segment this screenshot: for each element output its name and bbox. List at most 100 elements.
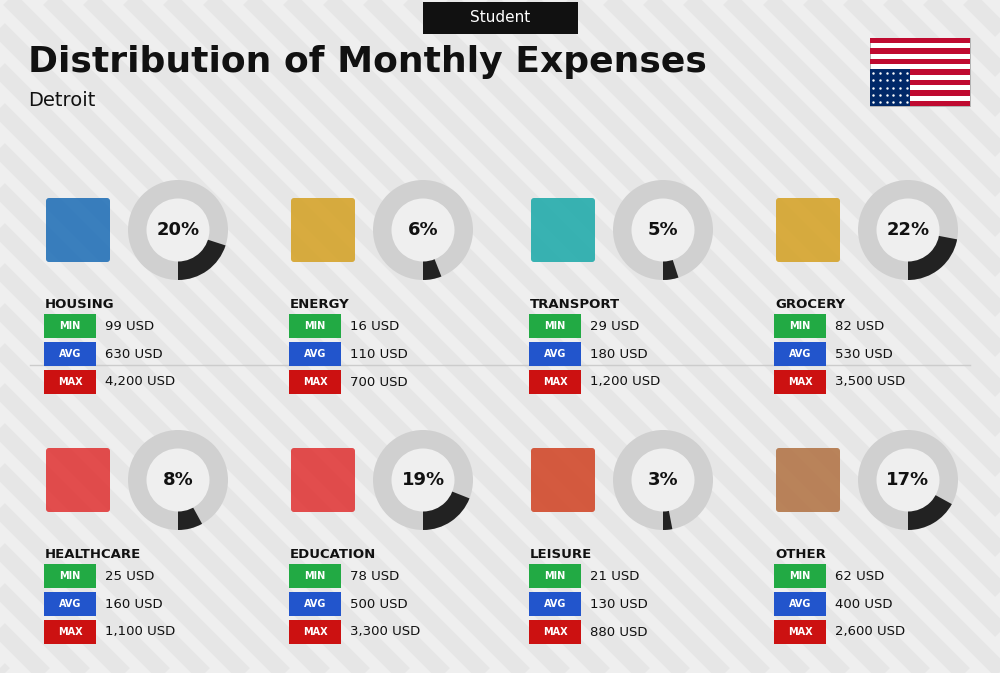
- FancyBboxPatch shape: [289, 620, 341, 644]
- Circle shape: [128, 180, 228, 280]
- FancyBboxPatch shape: [870, 38, 970, 43]
- Text: 880 USD: 880 USD: [590, 625, 648, 639]
- FancyBboxPatch shape: [870, 69, 910, 106]
- Text: LEISURE: LEISURE: [530, 548, 592, 561]
- Text: 700 USD: 700 USD: [350, 376, 408, 388]
- Text: GROCERY: GROCERY: [775, 298, 845, 311]
- Text: 20%: 20%: [156, 221, 200, 239]
- FancyBboxPatch shape: [291, 448, 355, 512]
- Text: 19%: 19%: [401, 471, 445, 489]
- FancyBboxPatch shape: [289, 370, 341, 394]
- FancyBboxPatch shape: [529, 620, 581, 644]
- Text: AVG: AVG: [544, 349, 566, 359]
- Wedge shape: [663, 230, 678, 280]
- Text: 8%: 8%: [163, 471, 193, 489]
- Text: 130 USD: 130 USD: [590, 598, 648, 610]
- Text: MIN: MIN: [789, 321, 811, 331]
- FancyBboxPatch shape: [774, 314, 826, 338]
- Text: HOUSING: HOUSING: [45, 298, 115, 311]
- Wedge shape: [178, 480, 202, 530]
- Wedge shape: [423, 480, 469, 530]
- FancyBboxPatch shape: [289, 564, 341, 588]
- Text: TRANSPORT: TRANSPORT: [530, 298, 620, 311]
- Text: 160 USD: 160 USD: [105, 598, 163, 610]
- Text: 2,600 USD: 2,600 USD: [835, 625, 905, 639]
- Text: 500 USD: 500 USD: [350, 598, 408, 610]
- FancyBboxPatch shape: [44, 620, 96, 644]
- FancyBboxPatch shape: [531, 448, 595, 512]
- Circle shape: [858, 180, 958, 280]
- Text: AVG: AVG: [59, 349, 81, 359]
- FancyBboxPatch shape: [289, 592, 341, 616]
- Wedge shape: [178, 230, 226, 280]
- Circle shape: [613, 180, 713, 280]
- Text: MAX: MAX: [788, 627, 812, 637]
- Text: MIN: MIN: [544, 321, 566, 331]
- Wedge shape: [663, 480, 672, 530]
- Text: MIN: MIN: [304, 321, 326, 331]
- FancyBboxPatch shape: [46, 448, 110, 512]
- FancyBboxPatch shape: [870, 101, 970, 106]
- Text: MAX: MAX: [543, 377, 567, 387]
- Text: Student: Student: [470, 11, 530, 26]
- FancyBboxPatch shape: [776, 448, 840, 512]
- Circle shape: [632, 199, 694, 262]
- Text: 6%: 6%: [408, 221, 438, 239]
- Text: Distribution of Monthly Expenses: Distribution of Monthly Expenses: [28, 45, 707, 79]
- FancyBboxPatch shape: [291, 198, 355, 262]
- Circle shape: [876, 199, 940, 262]
- FancyBboxPatch shape: [776, 198, 840, 262]
- Circle shape: [392, 199, 454, 262]
- Text: ENERGY: ENERGY: [290, 298, 350, 311]
- Text: MAX: MAX: [58, 627, 82, 637]
- FancyBboxPatch shape: [44, 564, 96, 588]
- FancyBboxPatch shape: [44, 342, 96, 366]
- Circle shape: [146, 448, 210, 511]
- Text: 78 USD: 78 USD: [350, 569, 399, 583]
- FancyBboxPatch shape: [774, 342, 826, 366]
- Text: MAX: MAX: [788, 377, 812, 387]
- Text: AVG: AVG: [544, 599, 566, 609]
- FancyBboxPatch shape: [774, 564, 826, 588]
- Text: 180 USD: 180 USD: [590, 347, 648, 361]
- Text: 21 USD: 21 USD: [590, 569, 639, 583]
- Text: MIN: MIN: [544, 571, 566, 581]
- Text: 400 USD: 400 USD: [835, 598, 893, 610]
- Text: MIN: MIN: [304, 571, 326, 581]
- Text: 1,100 USD: 1,100 USD: [105, 625, 175, 639]
- FancyBboxPatch shape: [44, 314, 96, 338]
- Text: 110 USD: 110 USD: [350, 347, 408, 361]
- Text: MIN: MIN: [59, 571, 81, 581]
- FancyBboxPatch shape: [44, 370, 96, 394]
- FancyBboxPatch shape: [870, 80, 970, 85]
- FancyBboxPatch shape: [870, 69, 970, 75]
- FancyBboxPatch shape: [44, 592, 96, 616]
- FancyBboxPatch shape: [870, 48, 970, 54]
- Text: AVG: AVG: [789, 599, 811, 609]
- Text: 17%: 17%: [886, 471, 930, 489]
- Text: 22%: 22%: [886, 221, 930, 239]
- Text: 3%: 3%: [648, 471, 678, 489]
- FancyBboxPatch shape: [46, 198, 110, 262]
- FancyBboxPatch shape: [289, 314, 341, 338]
- Text: MIN: MIN: [59, 321, 81, 331]
- FancyBboxPatch shape: [870, 90, 970, 96]
- Text: 530 USD: 530 USD: [835, 347, 893, 361]
- Text: OTHER: OTHER: [775, 548, 826, 561]
- Text: 3,500 USD: 3,500 USD: [835, 376, 905, 388]
- Text: AVG: AVG: [59, 599, 81, 609]
- Wedge shape: [908, 230, 957, 280]
- Text: EDUCATION: EDUCATION: [290, 548, 376, 561]
- Text: Detroit: Detroit: [28, 90, 95, 110]
- Text: MAX: MAX: [58, 377, 82, 387]
- Circle shape: [632, 448, 694, 511]
- Text: AVG: AVG: [789, 349, 811, 359]
- FancyBboxPatch shape: [774, 620, 826, 644]
- FancyBboxPatch shape: [529, 370, 581, 394]
- Text: MAX: MAX: [543, 627, 567, 637]
- Text: 82 USD: 82 USD: [835, 320, 884, 332]
- FancyBboxPatch shape: [774, 370, 826, 394]
- Text: 4,200 USD: 4,200 USD: [105, 376, 175, 388]
- Circle shape: [613, 430, 713, 530]
- Text: 16 USD: 16 USD: [350, 320, 399, 332]
